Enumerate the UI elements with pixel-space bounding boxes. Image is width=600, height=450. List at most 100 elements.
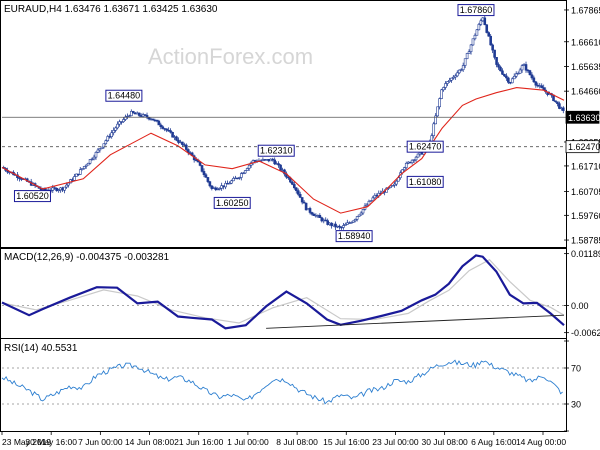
rsi-y-tick-label: 70: [571, 364, 581, 374]
support-level-tag-label: 1.62470: [568, 142, 600, 152]
candle-body: [243, 170, 247, 174]
candle-body: [279, 164, 282, 171]
price-annotation-label: 1.62470: [409, 142, 442, 152]
candle-body: [298, 194, 302, 198]
candle-body: [293, 184, 296, 189]
candle-body: [373, 195, 377, 199]
candle-body: [110, 132, 113, 137]
candle-body: [202, 171, 206, 176]
price-annotation-box: [406, 175, 444, 188]
candle-body: [326, 220, 329, 225]
price-y-tick-label: 1.66610: [571, 37, 600, 47]
candle-body: [528, 70, 532, 76]
current-price-tag-box: [565, 110, 600, 124]
candle-body: [137, 112, 141, 116]
candle-body: [446, 81, 449, 84]
price-y-tick-label: 1.65635: [571, 62, 600, 72]
candle-body: [273, 159, 276, 165]
price-annotation-label: 1.64480: [108, 91, 141, 101]
candle-body: [524, 64, 528, 71]
candle-body: [57, 189, 60, 192]
price-y-tick-label: 1.59760: [571, 211, 600, 221]
rsi-header: RSI(14) 40.5531: [4, 343, 78, 354]
candle-body: [155, 119, 159, 122]
candle-body: [157, 120, 161, 126]
candle-body: [63, 186, 66, 191]
candle-body: [200, 165, 204, 172]
candle-body: [489, 35, 492, 46]
candle-body: [459, 69, 463, 71]
price-annotation-box: [13, 190, 51, 203]
candle-body: [116, 123, 119, 129]
candle-body: [556, 101, 559, 104]
candle-body: [304, 202, 308, 211]
rsi-panel-frame: [0, 338, 567, 432]
candle-body: [432, 123, 436, 136]
candle-body: [359, 212, 363, 216]
price-annotation-box: [105, 89, 143, 102]
candle-body: [75, 173, 78, 177]
candle-body: [414, 156, 418, 161]
candle-body: [291, 181, 294, 185]
candle-body: [416, 153, 420, 158]
x-tick-label: 1 Jul 00:00: [227, 437, 269, 447]
price-y-tick-label: 1.67865: [571, 5, 600, 15]
candle-body: [395, 180, 398, 185]
candle-body: [84, 164, 88, 167]
candle-body: [55, 188, 59, 192]
candle-body: [518, 69, 522, 74]
candle-body: [514, 73, 518, 77]
price-annotation-box: [406, 140, 444, 153]
candle-body: [353, 219, 357, 222]
macd-header: MACD(12,26,9) -0.004375 -0.003281: [4, 252, 170, 263]
candle-body: [338, 225, 341, 228]
price-annotation-label: 1.58940: [338, 231, 371, 241]
candle-body: [491, 44, 494, 51]
x-tick-label: 7 Jun 00:00: [78, 437, 123, 447]
candle-body: [238, 177, 241, 179]
candle-body: [206, 177, 210, 182]
candle-body: [287, 176, 290, 179]
candle-body: [86, 162, 90, 166]
moving-average-line: [1, 87, 565, 214]
candle-body: [308, 208, 312, 213]
x-tick-label: 21 Jun 16:00: [174, 437, 223, 447]
candle-body: [540, 85, 544, 88]
candle-body: [463, 58, 467, 66]
x-tick-label: 14 Aug 00:00: [516, 437, 566, 447]
macd-line: [1, 254, 565, 330]
price-plot: 1.60520 1.64480 1.62310 1.60250 1.58940 1.624…: [1, 4, 566, 243]
candle-body: [18, 177, 21, 179]
x-tick-label: 23 Jul 00:00: [372, 437, 419, 447]
candle-body: [51, 187, 55, 191]
candle-body: [161, 126, 165, 129]
candle-body: [495, 57, 498, 65]
price-annotation-label: 1.60520: [16, 191, 49, 201]
candle-body: [90, 158, 94, 161]
candle-body: [312, 213, 316, 216]
candle-body: [471, 38, 475, 46]
candle-body: [296, 190, 300, 195]
candle-body: [497, 64, 500, 68]
current-price-tag-label: 1.63630: [568, 113, 600, 123]
candle-body: [487, 32, 491, 37]
candle-body: [334, 223, 337, 228]
macd-signal-line: [1, 258, 565, 324]
candle-body: [369, 200, 373, 202]
candle-body: [361, 209, 365, 214]
candle-body: [171, 131, 174, 138]
candle-body: [554, 100, 557, 103]
price-annotation-box: [335, 230, 373, 243]
candle-body: [452, 76, 455, 79]
candle-body: [118, 121, 121, 125]
candle-body: [92, 156, 96, 160]
candle-body: [516, 73, 520, 75]
price-annotation-label: 1.61080: [409, 177, 442, 187]
candle-body: [440, 89, 443, 99]
price-panel-frame: [0, 0, 567, 248]
candle-body: [67, 182, 70, 186]
candle-body: [102, 143, 106, 148]
candle-body: [444, 83, 447, 88]
candle-body: [485, 24, 489, 33]
candle-body: [198, 161, 202, 166]
